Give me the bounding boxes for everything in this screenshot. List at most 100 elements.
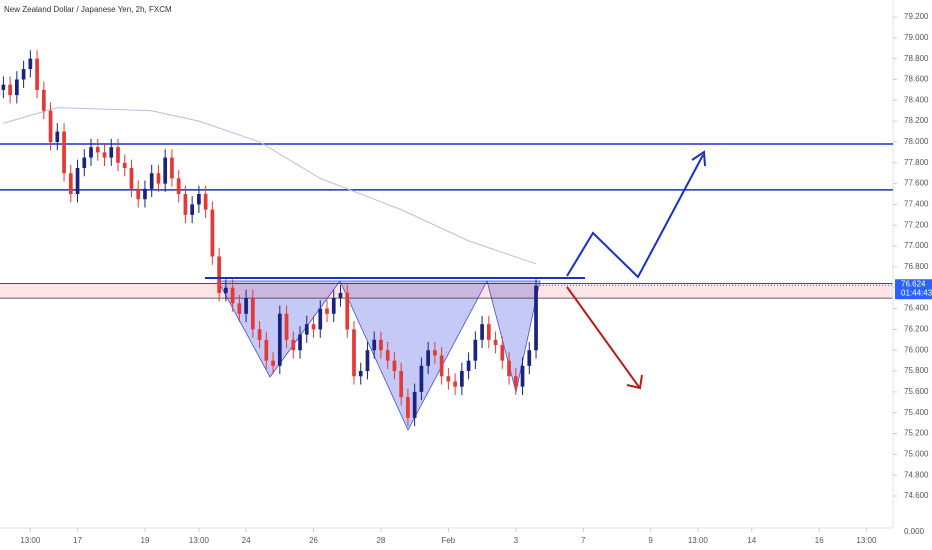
candle-body [493, 339, 498, 346]
x-tick-label: 13:00 [688, 536, 709, 545]
candle-body [311, 324, 316, 330]
drawings-under [0, 280, 893, 431]
y-tick-label: 75.400 [904, 408, 929, 417]
candle-body [325, 308, 329, 314]
candle-body [28, 58, 33, 70]
candle-body [507, 360, 511, 377]
candle-body [406, 397, 410, 418]
candle-body [75, 167, 80, 195]
y-tick-label: 75.600 [904, 387, 929, 396]
candle-body [230, 287, 235, 304]
candle-body [163, 157, 168, 184]
candle-body [68, 173, 73, 195]
last-price-box [895, 279, 932, 300]
y-tick-label: 77.800 [904, 158, 929, 167]
candle-body [399, 371, 404, 398]
candle-body [122, 162, 127, 168]
candle-body [176, 178, 181, 195]
candle-body [197, 194, 201, 205]
candle-body [358, 371, 363, 377]
candle-body [21, 69, 26, 80]
candle-body [426, 350, 430, 366]
bullish-arrowhead [691, 150, 706, 167]
candle-body [513, 376, 518, 387]
candle-body [365, 350, 370, 372]
zone [0, 283, 893, 299]
countdown-label: 01:44:43 [901, 288, 932, 297]
candle-body [534, 285, 538, 351]
candle-body [338, 292, 343, 299]
candle-body [412, 391, 417, 418]
y-tick-label: 77.400 [904, 200, 929, 209]
x-tick-label: 9 [648, 536, 653, 545]
candle-body [136, 188, 141, 200]
y-tick-label: 74.800 [904, 470, 929, 479]
candle-body [89, 147, 93, 158]
x-tick-label: 13:00 [20, 536, 41, 545]
candle-body [82, 157, 87, 168]
candle-body [237, 303, 242, 314]
candle-body [345, 292, 350, 330]
candle-body [203, 194, 208, 210]
x-tick-label: 24 [242, 536, 251, 545]
candle-body [143, 188, 147, 200]
x-tick-label: 19 [141, 536, 150, 545]
candle-body [466, 360, 471, 372]
candle-body [439, 355, 444, 377]
candle-body [109, 147, 114, 158]
candle-body [244, 298, 248, 314]
candle-body [257, 329, 262, 340]
candle-body [149, 173, 154, 189]
x-tick-label: 16 [815, 536, 824, 545]
candle-body [298, 334, 302, 351]
chart-title: New Zealand Dollar / Japanese Yen, 2h, F… [4, 5, 172, 14]
y-tick-label: 77.600 [904, 179, 929, 188]
candle-body [520, 365, 525, 387]
candle-body [277, 313, 282, 366]
y-tick-label: 76.800 [904, 262, 929, 271]
bearish-path [566, 286, 640, 388]
y-tick-label: 76.200 [904, 325, 929, 334]
y-tick-label: 78.400 [904, 95, 929, 104]
candle-body [453, 381, 457, 387]
candle-body [379, 339, 383, 351]
y-tick-label: 78.600 [904, 75, 929, 84]
bullish-path [566, 154, 704, 279]
candle-body [433, 350, 437, 356]
candle-body [55, 131, 60, 142]
candle-body [1, 84, 6, 90]
candle-body [331, 298, 336, 314]
candle-body [419, 365, 424, 392]
candle-body [62, 131, 66, 174]
candle-body [527, 350, 532, 366]
candle-body [95, 147, 100, 153]
candle-body [116, 147, 120, 163]
x-tick-label: 3 [514, 536, 519, 545]
candle-body [304, 324, 309, 335]
y-tick-label: 79.200 [904, 12, 929, 21]
candle-body [41, 89, 46, 111]
candle-body [352, 329, 356, 377]
y-tick-label: 75.000 [904, 449, 929, 458]
candle-body [129, 167, 134, 189]
candle-body [291, 339, 296, 351]
candle-body [156, 173, 161, 184]
y-tick-label: 77.200 [904, 220, 929, 229]
candle-body [271, 360, 275, 366]
y-tick-label: 75.800 [904, 366, 929, 375]
y-tick-label: 76.000 [904, 345, 929, 354]
candle-body [500, 345, 505, 361]
candle-body [8, 84, 12, 96]
y-tick-label: 78.000 [904, 137, 929, 146]
candle-body [460, 371, 464, 387]
candle-body [190, 204, 195, 215]
candle-body [385, 350, 390, 361]
candle-body [217, 256, 221, 293]
candle-body [170, 157, 174, 179]
candle-body [15, 79, 19, 96]
x-tick-label: 26 [309, 536, 318, 545]
candle-body [284, 313, 289, 340]
candle-body [102, 152, 107, 158]
